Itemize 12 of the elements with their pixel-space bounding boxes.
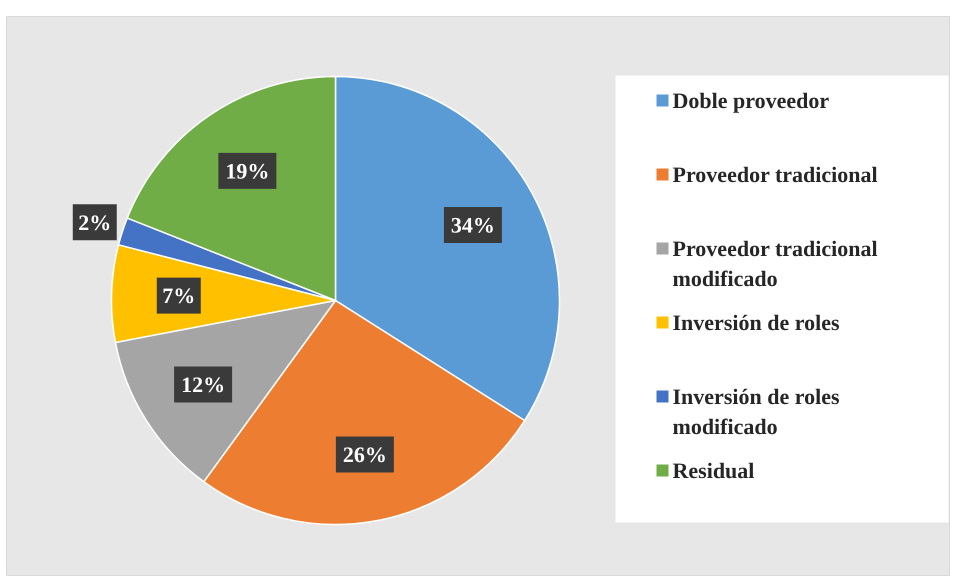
data-label: 34% (450, 212, 495, 238)
legend-label: Doble proveedor (672, 88, 830, 113)
legend-label: Proveedor tradicional modificado (672, 236, 878, 291)
legend-label: Proveedor tradicional (672, 162, 878, 187)
data-label: 2% (78, 210, 112, 235)
legend-label: Inversión de roles modificado (672, 384, 840, 439)
data-label: 7% (162, 283, 196, 308)
data-label: 12% (181, 372, 226, 398)
legend-label: Residual (672, 458, 754, 483)
data-label: 26% (342, 442, 387, 468)
data-label: 19% (225, 158, 270, 184)
legend-label: Inversión de roles (672, 310, 840, 335)
